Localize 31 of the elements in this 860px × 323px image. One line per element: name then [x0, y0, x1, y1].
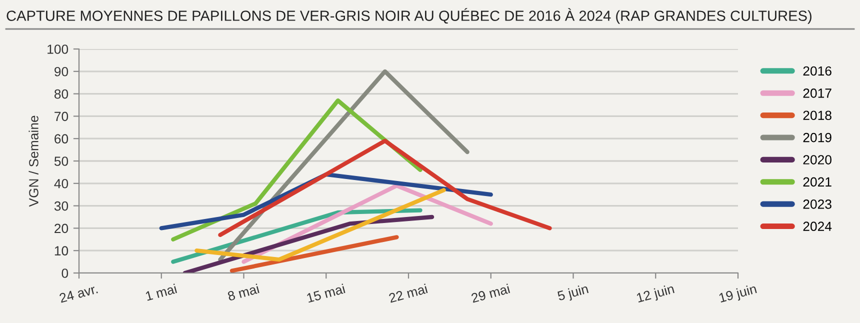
y-tick-label: 40	[54, 178, 68, 188]
x-tick-label: 22 mai	[388, 284, 428, 303]
y-tick-label: 30	[54, 201, 68, 211]
y-axis-title: VGN / Semaine	[28, 116, 38, 207]
legend-label: 2019	[803, 132, 832, 142]
y-tick-label: 70	[54, 112, 68, 122]
legend-label: 2021	[803, 177, 832, 187]
x-tick-label: 12 juin	[636, 284, 676, 306]
y-tick-label: 100	[48, 44, 68, 54]
y-tick-label: 10	[54, 246, 68, 256]
y-tick-label: 20	[54, 224, 68, 234]
y-tick-label: 80	[54, 89, 68, 99]
y-tick-label: 0	[62, 268, 68, 278]
x-tick-label: 19 juin	[718, 284, 758, 306]
legend-label: 2016	[803, 66, 832, 76]
y-tick-label: 60	[54, 134, 68, 144]
x-tick-label: 24 avr.	[59, 284, 98, 303]
line-series	[218, 138, 552, 238]
x-tick-label: 5 juin	[556, 284, 590, 304]
legend-label: 2017	[803, 88, 832, 98]
legend-label: 2024	[803, 222, 832, 232]
x-tick-label: 15 mai	[306, 284, 346, 303]
legend-label: 2020	[803, 155, 832, 164]
legend-label: 2018	[803, 110, 832, 120]
x-tick-label: 29 mai	[470, 284, 510, 303]
x-tick-label: 1 mai	[145, 284, 178, 301]
chart-title: CAPTURE MOYENNES DE PAPILLONS DE VER-GRIS NOIR AU QUÉBEC DE 2016 À 2024 (RAP GRANDES CULTURES)	[6, 8, 812, 24]
x-tick-label: 8 mai	[227, 284, 260, 301]
legend-label: 2023	[803, 199, 832, 209]
y-tick-label: 90	[54, 66, 68, 76]
y-tick-label: 50	[54, 156, 68, 166]
